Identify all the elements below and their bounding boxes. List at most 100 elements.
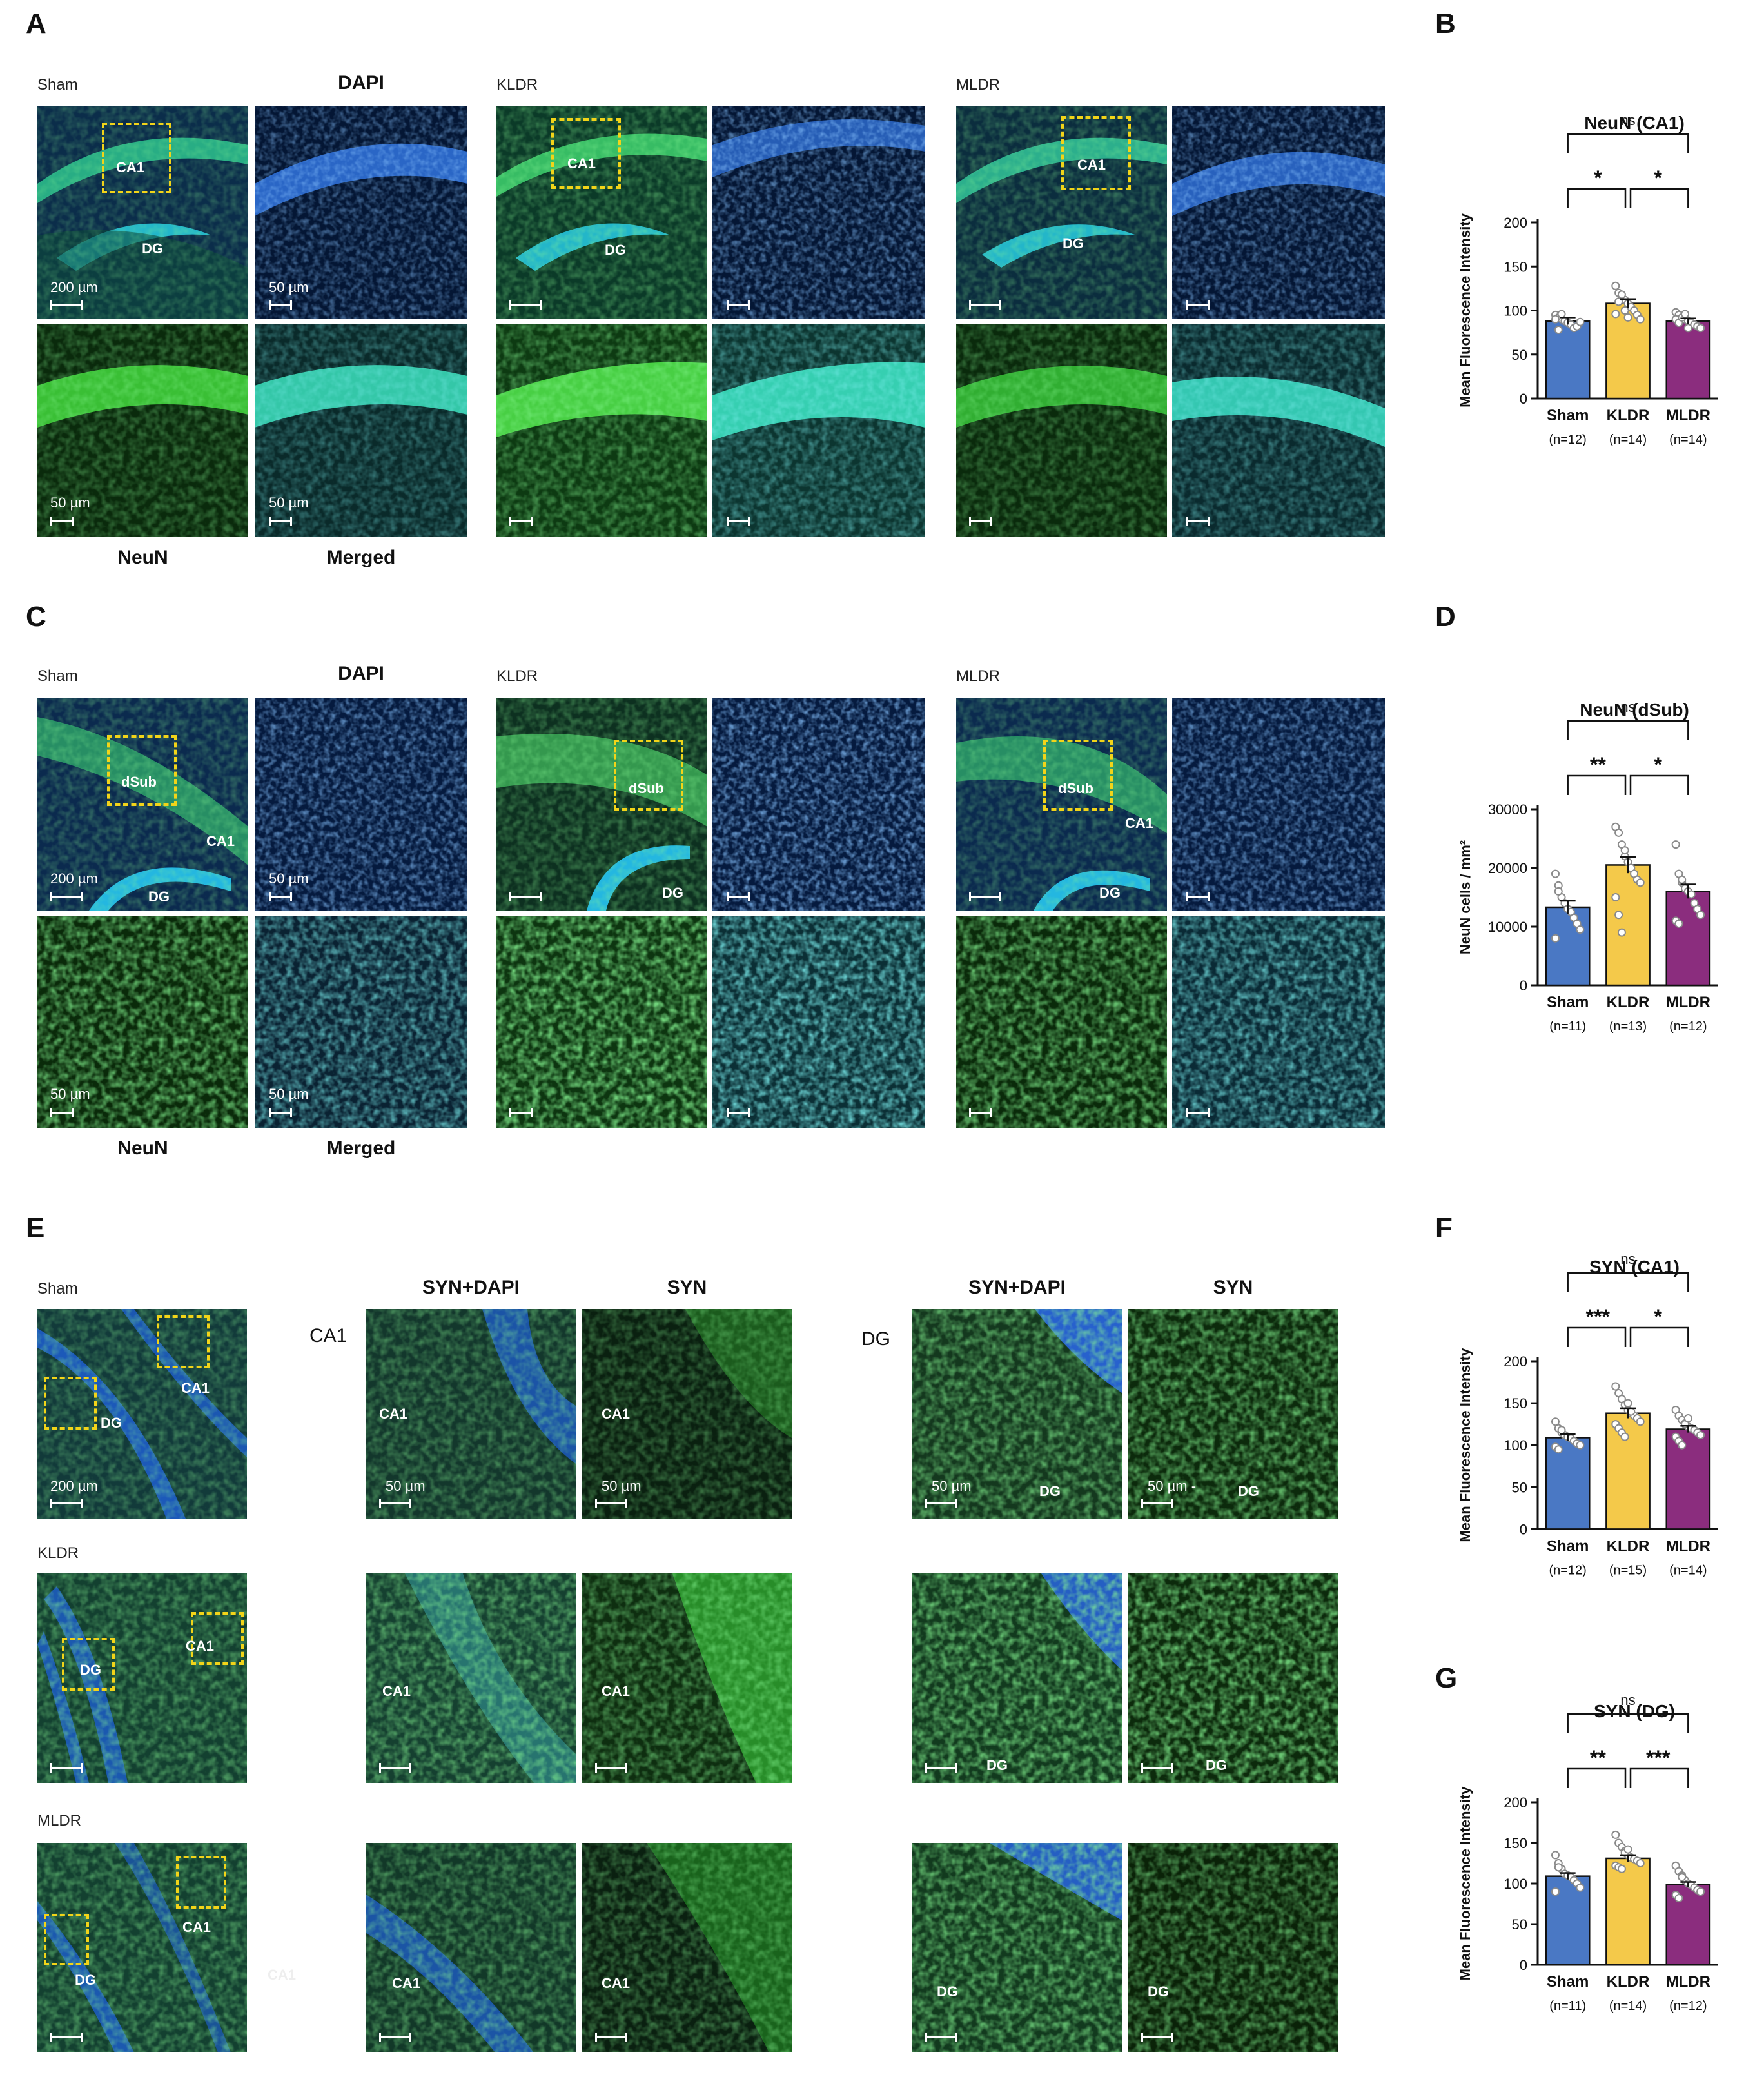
data-point — [1554, 1445, 1563, 1454]
data-point — [1683, 1414, 1692, 1423]
significance-label: ** — [1590, 1746, 1606, 1769]
scale-bar — [379, 2033, 411, 2042]
roi-box-dsub — [107, 735, 177, 806]
data-point — [1551, 315, 1560, 324]
significance-label: *** — [1586, 1305, 1611, 1328]
scale-label-50um: 50 µm — [269, 279, 309, 295]
scale-bar — [50, 1499, 83, 1508]
significance-label: * — [1654, 753, 1662, 776]
x-tick-label: Sham — [1547, 1537, 1589, 1555]
panel-letter-c: C — [26, 601, 46, 633]
roi-box-ca1 — [176, 1856, 226, 1909]
scale-bar — [1186, 517, 1210, 526]
data-point — [1554, 887, 1563, 896]
significance-label: ns — [1620, 112, 1635, 128]
roi-box-ca1 — [191, 1612, 244, 1665]
roi-box-ca1 — [157, 1315, 210, 1368]
micrograph-mldr-syn-ca1: CA1 — [582, 1843, 792, 2052]
scale-bar — [969, 1108, 992, 1117]
region-label-ca1: CA1 — [602, 1683, 631, 1699]
scale-bar — [509, 517, 533, 526]
data-point — [1611, 310, 1620, 319]
micrograph-kldr-merged-c — [712, 916, 925, 1128]
data-point — [1678, 875, 1687, 884]
region-label-dg: DG — [148, 889, 170, 905]
micrograph-sham-syn-ca1: CA1 50 µm — [582, 1309, 792, 1519]
y-tick-label: 150 — [1504, 259, 1527, 275]
header-syn-dapi-dg: SYN+DAPI — [968, 1277, 1066, 1298]
data-point — [1617, 1864, 1626, 1873]
y-tick-label: 200 — [1504, 1795, 1527, 1811]
chart-title: NeuN (CA1) — [1584, 113, 1685, 133]
scale-bar — [509, 300, 542, 310]
micrograph-sham-dapi-c: 50 µm — [255, 698, 467, 911]
micrograph-kldr-syn-ca1: CA1 — [582, 1573, 792, 1783]
y-tick-label: 50 — [1512, 1916, 1527, 1933]
panel-letter-d: D — [1435, 601, 1456, 633]
data-point — [1678, 1873, 1687, 1882]
micrograph-kldr-syn-dapi-ca1: CA1 — [366, 1573, 576, 1783]
chart-syn-dg: SYN (DG) 0 50 100 150 200 Mean Fluorescence In… — [1425, 1686, 1760, 2073]
data-point — [1623, 1399, 1632, 1408]
micrograph-mldr-merged-a — [1172, 324, 1385, 537]
scale-bar — [969, 517, 992, 526]
footer-label-merged-c: Merged — [326, 1137, 396, 1159]
scale-bar — [1186, 892, 1210, 901]
scale-bar — [595, 1763, 627, 1773]
micrograph-mldr-overview-c: dSub CA1 DG — [956, 698, 1167, 911]
scale-label-50um: 50 µm - — [1148, 1478, 1197, 1494]
micrograph-sham-overview-e: CA1 DG 200 µm — [37, 1309, 247, 1519]
scale-bar — [925, 1763, 957, 1773]
y-axis-label: NeuN cells / mm² — [1457, 840, 1473, 954]
significance-label: * — [1654, 1305, 1662, 1328]
scale-label-50um: 50 µm — [50, 1086, 90, 1102]
data-point — [1557, 310, 1566, 319]
scale-bar — [925, 1499, 957, 1508]
faded-region-label-ca1: CA1 — [268, 1967, 297, 1983]
x-tick-label: MLDR — [1666, 407, 1710, 424]
data-point — [1636, 315, 1645, 324]
panel-letter-e: E — [26, 1212, 45, 1244]
n-label: (n=12) — [1549, 433, 1586, 447]
scale-bar — [50, 892, 83, 901]
y-tick-label: 50 — [1512, 1479, 1527, 1495]
group-label-mldr-e: MLDR — [37, 1812, 82, 1829]
scale-bar — [1141, 1763, 1173, 1773]
data-point — [1617, 290, 1626, 299]
scale-bar — [269, 517, 292, 526]
data-point — [1551, 1851, 1560, 1860]
scale-bar — [969, 892, 1001, 901]
micrograph-sham-merged-c: 50 µm — [255, 916, 467, 1128]
scale-bar — [50, 2033, 83, 2042]
panel-letter-g: G — [1435, 1662, 1458, 1694]
micrograph-sham-syn-dapi-ca1: CA1 50 µm — [366, 1309, 576, 1519]
scale-bar — [727, 1108, 750, 1117]
data-point — [1576, 1883, 1585, 1892]
data-point — [1614, 297, 1623, 306]
y-tick-label: 0 — [1520, 978, 1527, 994]
n-label: (n=11) — [1549, 1019, 1586, 1034]
data-point — [1551, 1417, 1560, 1426]
header-dapi-a: DAPI — [338, 72, 384, 94]
data-point — [1674, 1894, 1683, 1903]
data-point — [1696, 911, 1705, 920]
micrograph-kldr-dapi-a — [712, 106, 925, 319]
data-point — [1620, 1432, 1629, 1441]
micrograph-mldr-dapi-a — [1172, 106, 1385, 319]
significance-bracket — [1567, 720, 1689, 740]
chart-svg: NeuN (CA1) 0 50 100 150 200 Mean Fluorescence … — [1457, 112, 1718, 447]
micrograph-sham-overview-c: dSub CA1 DG 200 µm — [37, 698, 248, 911]
group-label-mldr-a: MLDR — [956, 76, 1001, 94]
region-label-dg: DG — [1238, 1483, 1259, 1499]
micrograph-kldr-overview-a: CA1 DG — [496, 106, 707, 319]
micrograph-sham-merged-a: 50 µm — [255, 324, 467, 537]
scale-bar — [727, 517, 750, 526]
micrograph-sham-syn-dapi-dg: 50 µm DG — [912, 1309, 1122, 1519]
y-tick-label: 100 — [1504, 1437, 1527, 1453]
scale-bar — [379, 1763, 411, 1773]
micrograph-mldr-dapi-c — [1172, 698, 1385, 911]
micrograph-kldr-neun-c — [496, 916, 707, 1128]
micrograph-mldr-syn-dg: DG — [1128, 1843, 1338, 2052]
roi-box-dg — [62, 1638, 115, 1691]
